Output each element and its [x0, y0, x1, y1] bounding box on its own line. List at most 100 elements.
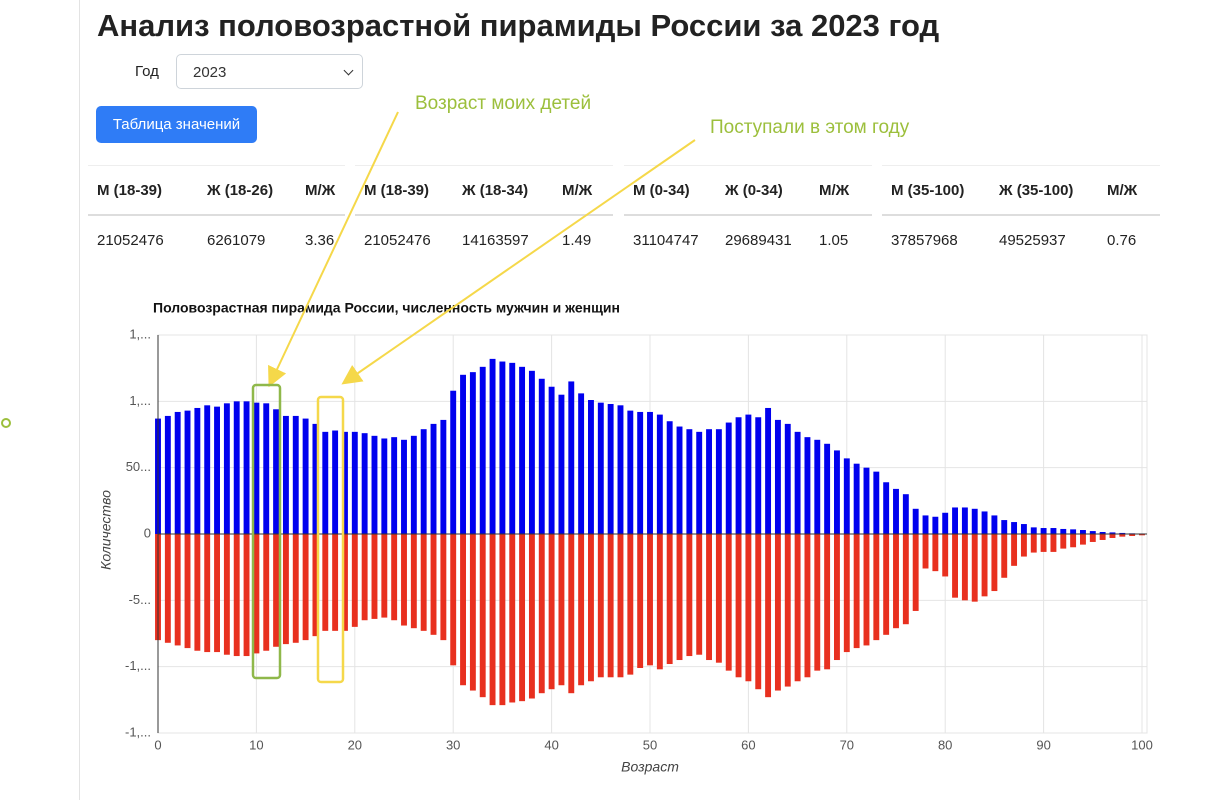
bar	[538, 378, 545, 534]
bar	[420, 534, 427, 631]
value-row: 37857968 49525937 0.76	[882, 216, 1160, 264]
x-tick-label: 100	[1131, 737, 1153, 752]
bar	[765, 407, 772, 534]
bar	[223, 534, 230, 655]
bar	[509, 362, 516, 534]
bar	[420, 429, 427, 534]
bar	[312, 423, 319, 534]
bar	[568, 534, 575, 694]
bar	[1020, 524, 1027, 534]
bar	[922, 534, 929, 569]
cell: 14163597	[462, 231, 529, 249]
y-tick-label: -1,...	[125, 724, 151, 739]
bar	[794, 534, 801, 682]
bar	[588, 400, 594, 534]
bar	[696, 534, 703, 655]
bar	[233, 534, 240, 657]
bar	[282, 415, 289, 534]
cell: 3.36	[305, 231, 335, 249]
x-tick-label: 30	[446, 737, 460, 752]
bar	[597, 402, 604, 534]
bar	[588, 534, 594, 682]
header-row: М (35-100) Ж (35-100) М/Ж	[882, 166, 1160, 216]
bar	[519, 366, 526, 534]
y-axis-label: Количество	[98, 490, 114, 570]
bar	[174, 411, 181, 534]
bar	[647, 534, 653, 666]
bar	[528, 370, 535, 534]
bar	[223, 403, 230, 534]
header-row: М (18-39) Ж (18-34) М/Ж	[355, 166, 613, 216]
x-axis-label: Возраст	[621, 759, 679, 775]
bar	[401, 534, 407, 626]
bar	[253, 534, 260, 654]
bar	[164, 534, 171, 643]
column-header: Ж (35-100)	[999, 181, 1074, 199]
bar	[1001, 520, 1008, 534]
y-tick-label: -5...	[129, 592, 151, 607]
bar	[499, 534, 506, 706]
value-table: М (35-100) Ж (35-100) М/Ж 37857968 49525937 0…	[882, 165, 1160, 264]
bar	[214, 406, 220, 534]
bar	[302, 418, 309, 534]
column-header: М (0-34)	[633, 181, 690, 199]
bar	[824, 443, 831, 534]
panel-border	[79, 0, 80, 800]
bar	[440, 534, 447, 641]
bar	[1050, 534, 1057, 552]
chart-title: Половозрастная пирамида России, численно…	[153, 300, 620, 316]
bar	[322, 431, 329, 534]
bar	[676, 426, 683, 534]
bar	[863, 534, 870, 646]
bar	[450, 390, 457, 534]
annotation: Возраст моих детей	[415, 93, 591, 114]
year-select[interactable]: 2023	[176, 54, 363, 89]
bar	[558, 394, 565, 534]
bar	[214, 534, 220, 653]
bar	[381, 534, 388, 618]
bar	[755, 534, 762, 690]
bar	[666, 534, 673, 665]
cell: 29689431	[725, 231, 792, 249]
table-button[interactable]: Таблица значений	[96, 106, 257, 143]
bar	[440, 419, 447, 534]
bar	[509, 534, 516, 703]
bar	[342, 431, 348, 534]
x-tick-label: 0	[154, 737, 161, 752]
x-tick-label: 60	[741, 737, 755, 752]
bar	[1109, 532, 1116, 534]
bar	[263, 403, 270, 534]
column-header: М (35-100)	[891, 181, 965, 199]
bar	[519, 534, 526, 702]
x-tick-label: 70	[840, 737, 854, 752]
bar	[725, 422, 732, 534]
bar	[765, 534, 772, 698]
bar	[469, 372, 476, 534]
bar	[774, 534, 781, 691]
bar	[617, 534, 624, 678]
bar	[686, 534, 693, 657]
bar	[312, 534, 319, 637]
column-header: М/Ж	[562, 181, 593, 199]
bar	[991, 534, 998, 592]
bar	[391, 437, 398, 534]
bar	[391, 534, 398, 621]
bar	[292, 534, 299, 643]
column-header: М/Ж	[819, 181, 850, 199]
x-tick-label: 40	[544, 737, 558, 752]
marker-dot	[1, 418, 11, 428]
bar	[401, 439, 407, 534]
bar	[1080, 534, 1086, 545]
bar	[794, 431, 801, 534]
bar	[460, 374, 466, 534]
bar	[1119, 534, 1126, 537]
bar	[922, 515, 929, 534]
bar	[479, 366, 486, 534]
bar	[637, 411, 644, 534]
bar	[735, 417, 742, 534]
page-title: Анализ половозрастной пирамиды России за…	[97, 8, 940, 43]
cell: 49525937	[999, 231, 1066, 249]
bar	[548, 386, 555, 534]
bar	[499, 361, 506, 534]
